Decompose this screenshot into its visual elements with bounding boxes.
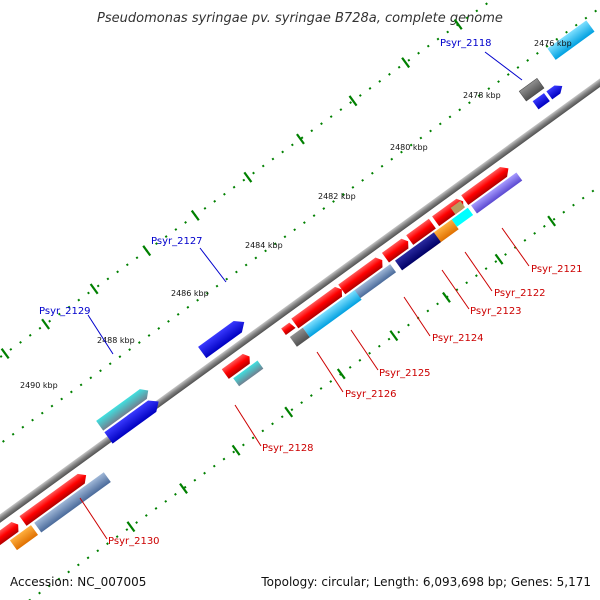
- gene-label-bottom[interactable]: Psyr_2125: [379, 368, 431, 379]
- kbp-label: 2488 kbp: [97, 336, 135, 345]
- gene-label-bottom[interactable]: Psyr_2128: [262, 443, 314, 454]
- scale-dots-inner-lower: [8, 120, 600, 600]
- kbp-label: 2482 kbp: [318, 192, 356, 201]
- gene-psyr-2124-b[interactable]: [395, 232, 441, 271]
- gene-psyr-2124-a[interactable]: [381, 236, 412, 263]
- gene-label-bottom[interactable]: Psyr_2121: [531, 264, 583, 275]
- gene-label-bottom[interactable]: Psyr_2123: [470, 306, 522, 317]
- gene-psyr-2126-b[interactable]: [302, 290, 362, 338]
- gene-psyr-2129-b[interactable]: [104, 396, 162, 444]
- gene-psyr-2130-c[interactable]: [9, 525, 39, 551]
- kbp-labels: 2476 kbp 2478 kbp 2480 kbp 2482 kbp 2484…: [20, 39, 572, 390]
- gene-psyr-2122-b[interactable]: [451, 207, 474, 227]
- gene-label-bottom[interactable]: Psyr_2124: [432, 333, 484, 344]
- gene-label-bottom[interactable]: Psyr_2122: [494, 288, 546, 299]
- scale-dots-inner: [0, 3, 600, 500]
- gene-label-top[interactable]: Psyr_2129: [39, 306, 91, 317]
- gene-label-top[interactable]: Psyr_2118: [440, 38, 492, 49]
- gene-psyr-2123-a[interactable]: [406, 218, 436, 245]
- gene-label-bottom[interactable]: Psyr_2130: [108, 536, 160, 547]
- kbp-label: 2490 kbp: [20, 381, 58, 390]
- gene-psyr-2118-a[interactable]: [518, 78, 545, 102]
- gene-psyr-2131[interactable]: [0, 520, 22, 550]
- gene-labels: Psyr_2118 Psyr_2127 Psyr_2129 Psyr_2121 …: [39, 38, 583, 547]
- gene-psyr-2121-b[interactable]: [471, 172, 523, 214]
- scale-dots-outer: [0, 0, 564, 443]
- major-ticks: [0, 18, 557, 533]
- gene-psyr-2121-a[interactable]: [461, 163, 512, 205]
- map-title: Pseudomonas syringae pv. syringae B728a,…: [97, 11, 503, 26]
- gene-psyr-2128-b[interactable]: [233, 360, 264, 387]
- gene-psyr-2118-b[interactable]: [532, 93, 550, 110]
- kbp-label: 2476 kbp: [534, 39, 572, 48]
- gene-psyr-2122-c[interactable]: [450, 200, 466, 215]
- gene-psyr-2127[interactable]: [198, 316, 248, 359]
- gene-psyr-2118-c[interactable]: [547, 20, 595, 60]
- leader-lines: [79, 51, 530, 540]
- reverse-genes: [0, 163, 523, 551]
- forward-genes: [96, 20, 595, 444]
- gene-psyr-2119[interactable]: [546, 82, 565, 100]
- kbp-label: 2486 kbp: [171, 289, 209, 298]
- gene-psyr-2125-a[interactable]: [338, 255, 386, 295]
- genome-summary-text: Topology: circular; Length: 6,093,698 bp…: [260, 575, 591, 589]
- gene-label-bottom[interactable]: Psyr_2126: [345, 389, 397, 400]
- kbp-label: 2480 kbp: [390, 143, 428, 152]
- accession-text: Accession: NC_007005: [10, 575, 146, 589]
- gene-psyr-2126-a[interactable]: [291, 285, 345, 329]
- gene-psyr-2126-c[interactable]: [289, 327, 310, 347]
- gene-psyr-2129-a[interactable]: [96, 386, 152, 431]
- genome-backbone: [0, 44, 600, 556]
- gene-label-top[interactable]: Psyr_2127: [151, 236, 203, 247]
- gene-psyr-2128-a[interactable]: [221, 352, 253, 379]
- gene-psyr-2130-b[interactable]: [34, 472, 111, 533]
- kbp-label: 2478 kbp: [463, 91, 501, 100]
- gene-psyr-2130-a[interactable]: [19, 470, 89, 526]
- gene-psyr-2125-b[interactable]: [352, 264, 397, 300]
- gene-psyr-2126-d[interactable]: [281, 321, 296, 335]
- kbp-label: 2484 kbp: [245, 241, 283, 250]
